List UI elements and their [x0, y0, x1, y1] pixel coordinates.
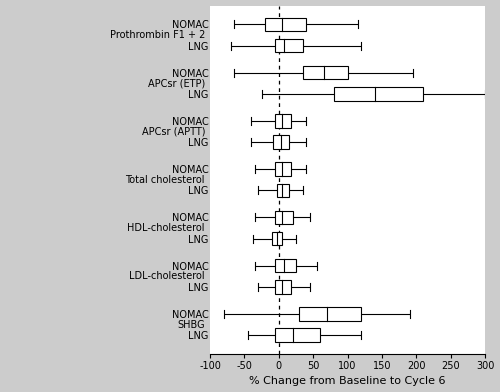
FancyBboxPatch shape — [276, 259, 296, 272]
X-axis label: % Change from Baseline to Cycle 6: % Change from Baseline to Cycle 6 — [250, 376, 446, 387]
FancyBboxPatch shape — [274, 135, 289, 149]
Text: Total cholesterol: Total cholesterol — [126, 175, 205, 185]
FancyBboxPatch shape — [272, 232, 282, 245]
FancyBboxPatch shape — [276, 39, 303, 53]
FancyBboxPatch shape — [276, 328, 320, 342]
Text: HDL-cholesterol: HDL-cholesterol — [128, 223, 205, 233]
FancyBboxPatch shape — [265, 18, 306, 31]
FancyBboxPatch shape — [276, 162, 291, 176]
FancyBboxPatch shape — [276, 183, 289, 197]
FancyBboxPatch shape — [276, 280, 291, 294]
Text: APCsr (APTT): APCsr (APTT) — [142, 127, 205, 136]
FancyBboxPatch shape — [334, 87, 424, 101]
FancyBboxPatch shape — [300, 307, 362, 321]
FancyBboxPatch shape — [276, 114, 291, 128]
Text: Prothrombin F1 + 2: Prothrombin F1 + 2 — [110, 30, 205, 40]
Text: SHBG: SHBG — [178, 319, 205, 330]
FancyBboxPatch shape — [303, 66, 348, 80]
FancyBboxPatch shape — [276, 211, 292, 224]
Text: LDL-cholesterol: LDL-cholesterol — [130, 271, 205, 281]
Text: APCsr (ETP): APCsr (ETP) — [148, 78, 205, 88]
